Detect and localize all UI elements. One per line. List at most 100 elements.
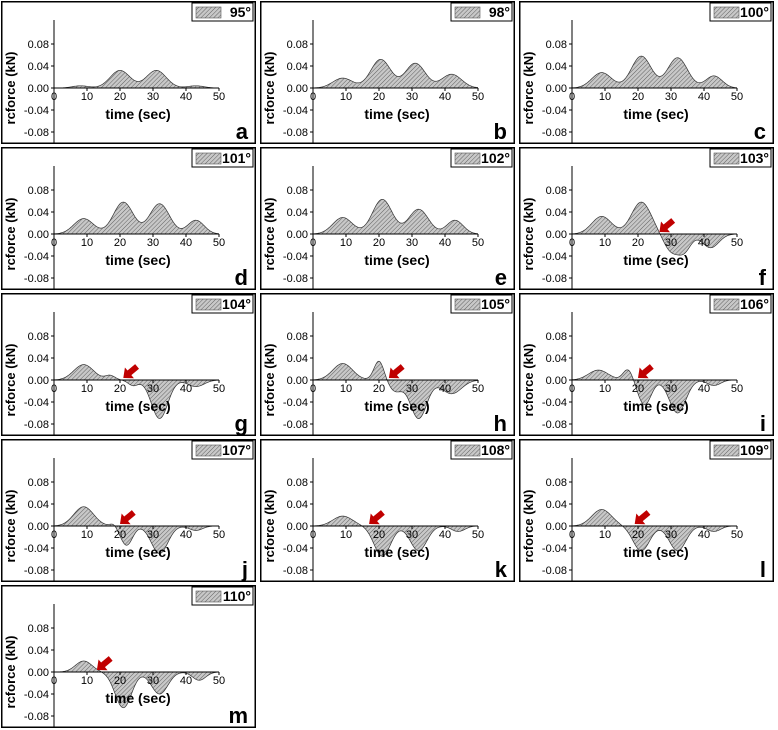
chart-svg-m: 0.080.040.00-0.04-0.080 10 20 30 40 50time (s… [1, 585, 256, 728]
legend-swatch [714, 299, 739, 310]
y-tick-label: 0.04 [287, 353, 308, 365]
panel-letter: i [760, 411, 766, 436]
legend-box: 104° [192, 295, 253, 313]
chart-svg-k: 0.080.040.00-0.04-0.080 10 20 30 40 50time (s… [260, 439, 515, 582]
x-tick-label: 30 [147, 383, 159, 395]
x-tick-label: 30 [147, 237, 159, 249]
y-tick-label: 0.08 [287, 331, 308, 343]
x-tick-label: 20 [114, 91, 126, 103]
y-tick-label: -0.04 [24, 251, 49, 263]
x-axis-title: time (sec) [623, 398, 688, 414]
x-tick-label: 40 [180, 675, 192, 687]
panel-letter: l [760, 557, 766, 582]
x-tick-label: 0 [569, 91, 575, 103]
y-tick-label: 0.00 [28, 229, 49, 241]
chart-panel-b: 0.08 0.04 0.00 -0.04 -0.08 0 10 20 30 40 50 time (s… [260, 1, 515, 144]
y-tick-label: 0.04 [28, 499, 49, 511]
chart-panel-l: 0.08 0.04 0.00 -0.04 -0.08 0 10 20 30 40 50 time (s… [519, 439, 774, 582]
y-tick-label: -0.08 [542, 127, 567, 139]
y-tick-label: 0.08 [28, 39, 49, 51]
chart-panel-k: 0.08 0.04 0.00 -0.04 -0.08 0 10 20 30 40 50 time (s… [260, 439, 515, 582]
x-tick-label: 10 [81, 91, 93, 103]
x-tick-label: 0 [310, 91, 316, 103]
legend-box: 98° [451, 3, 512, 21]
legend-box: 107° [192, 441, 253, 459]
x-tick-label: 0 [569, 237, 575, 249]
y-tick-label: 0.00 [28, 521, 49, 533]
x-tick-label: 0 [51, 383, 57, 395]
chart-svg-e: 0.08 0.04 0.00 -0.04 -0.08 0 10 20 30 40 50 time (s… [260, 147, 515, 290]
legend-label: 100° [740, 4, 769, 20]
y-tick-label: -0.08 [283, 127, 308, 139]
x-tick-label: 10 [340, 91, 352, 103]
x-tick-label: 0 [310, 383, 316, 395]
legend-swatch [455, 7, 480, 18]
y-tick-label: -0.04 [283, 543, 308, 555]
x-axis-title: time (sec) [623, 544, 688, 560]
x-tick-label: 40 [180, 237, 192, 249]
x-tick-label: 30 [665, 529, 677, 541]
legend-swatch [714, 445, 739, 456]
x-tick-label: 40 [439, 237, 451, 249]
y-tick-label: 0.04 [287, 499, 308, 511]
y-tick-label: -0.04 [542, 397, 567, 409]
chart-svg-g: 0.08 0.04 0.00 -0.04 -0.08 0 10 20 30 40 50 time (s… [1, 293, 256, 436]
y-tick-label: -0.08 [283, 565, 308, 577]
x-tick-label: 40 [698, 237, 710, 249]
y-tick-label: 0.08 [28, 185, 49, 197]
chart-svg-a: 0.08 0.04 0.00 -0.04 -0.08 0 10 20 30 40 50 time (s… [1, 1, 256, 144]
legend-swatch [455, 445, 480, 456]
chart-panel-h: 0.08 0.04 0.00 -0.04 -0.08 0 10 20 30 40 50 time (s… [260, 293, 515, 436]
x-tick-label: 40 [698, 383, 710, 395]
panel-letter: j [241, 557, 248, 582]
y-axis-title: rcforce (kN) [3, 636, 18, 709]
legend-label: 109° [740, 442, 769, 458]
legend-swatch [196, 299, 221, 310]
y-tick-label: 0.00 [28, 667, 49, 679]
x-tick-label: 10 [599, 237, 611, 249]
y-axis-title: rcforce (kN) [521, 52, 536, 125]
chart-panel-m: 0.08 0.04 0.00 -0.04 -0.08 0 10 20 30 40 50 time (s… [1, 585, 256, 728]
y-tick-label: 0.04 [287, 61, 308, 73]
legend-swatch [714, 153, 739, 164]
chart-panel-g: 0.08 0.04 0.00 -0.04 -0.08 0 10 20 30 40 50 time (s… [1, 293, 256, 436]
x-tick-label: 50 [472, 91, 484, 103]
y-axis-title: rcforce (kN) [521, 344, 536, 417]
chart-panel-d: 0.08 0.04 0.00 -0.04 -0.08 0 10 20 30 40 50 time (s… [1, 147, 256, 290]
y-tick-label: 0.04 [28, 645, 49, 657]
x-tick-label: 20 [114, 529, 126, 541]
y-tick-label: 0.08 [28, 477, 49, 489]
x-tick-label: 50 [213, 383, 225, 395]
legend-label: 101° [222, 150, 251, 166]
y-tick-label: 0.04 [546, 207, 567, 219]
x-axis-title: time (sec) [364, 544, 429, 560]
y-tick-label: -0.08 [24, 273, 49, 285]
x-tick-label: 20 [114, 675, 126, 687]
x-axis-title: time (sec) [105, 544, 170, 560]
legend-label: 103° [740, 150, 769, 166]
y-tick-label: 0.04 [28, 353, 49, 365]
x-axis-title: time (sec) [105, 398, 170, 414]
legend-box: 100° [710, 3, 771, 21]
chart-svg-c: 0.08 0.04 0.00 -0.04 -0.08 0 10 20 30 40 50 time (s… [519, 1, 774, 144]
y-axis-title: rcforce (kN) [262, 344, 277, 417]
x-tick-label: 40 [439, 529, 451, 541]
panel-letter: f [759, 265, 767, 290]
panel-letter: h [494, 411, 507, 436]
x-tick-label: 10 [340, 383, 352, 395]
y-axis-title: rcforce (kN) [262, 52, 277, 125]
y-tick-label: 0.00 [287, 229, 308, 241]
y-tick-label: 0.00 [28, 83, 49, 95]
panel-letter: b [494, 119, 507, 144]
chart-panel-a: 0.08 0.04 0.00 -0.04 -0.08 0 10 20 30 40 50 time (s… [1, 1, 256, 144]
legend-box: 108° [451, 441, 512, 459]
legend-box: 95° [192, 3, 253, 21]
y-tick-label: -0.04 [24, 689, 49, 701]
y-axis-title: rcforce (kN) [521, 198, 536, 271]
x-tick-label: 50 [731, 529, 743, 541]
y-tick-label: -0.04 [24, 105, 49, 117]
x-tick-label: 40 [698, 529, 710, 541]
y-tick-label: -0.08 [542, 419, 567, 431]
legend-label: 95° [230, 4, 251, 20]
x-tick-label: 30 [406, 383, 418, 395]
